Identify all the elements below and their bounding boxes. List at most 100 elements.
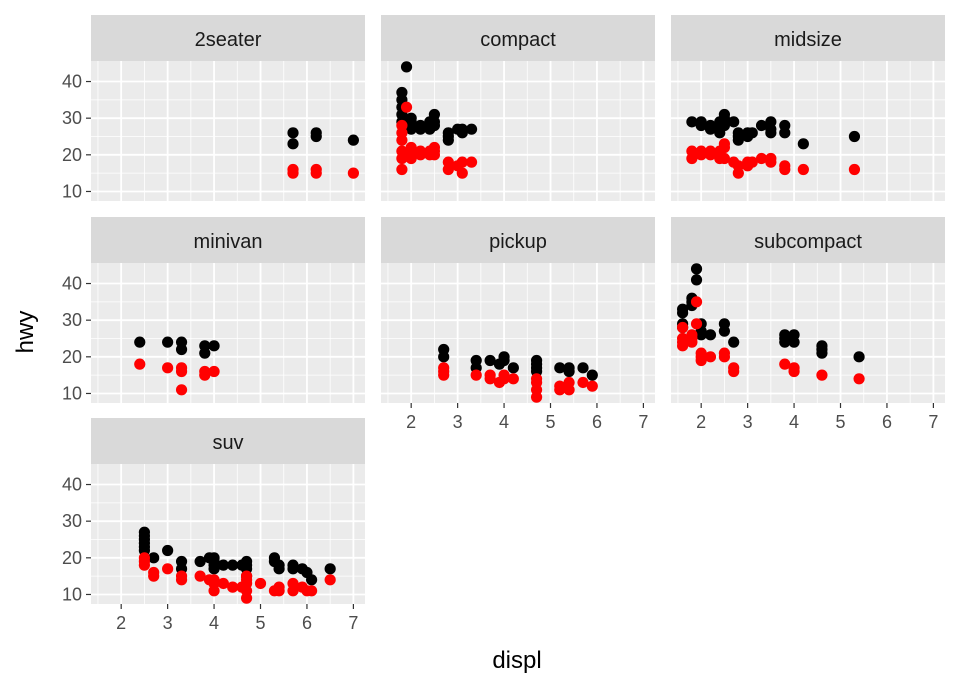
x-tick-label: 3 xyxy=(163,613,173,633)
y-tick-label: 40 xyxy=(62,274,82,294)
data-point-black xyxy=(718,325,731,337)
data-point-black xyxy=(162,544,174,557)
y-tick-label: 10 xyxy=(62,181,82,201)
data-point-red xyxy=(194,570,206,582)
facet-panel-midsize: midsize xyxy=(671,15,945,201)
data-point-black xyxy=(563,365,575,378)
data-point-red xyxy=(554,380,566,392)
data-point-red xyxy=(162,362,174,374)
data-point-red xyxy=(175,384,188,396)
data-point-black xyxy=(347,134,359,146)
data-point-black xyxy=(465,123,478,135)
data-point-red xyxy=(755,152,768,165)
facet-panel-subcompact: subcompact 2 3 4 5 6 7 xyxy=(671,217,945,432)
data-point-red xyxy=(530,391,543,403)
data-point-black xyxy=(134,336,146,348)
x-tick-label: 2 xyxy=(116,613,126,633)
data-point-red xyxy=(162,563,174,575)
x-tick-label: 5 xyxy=(546,412,556,432)
data-point-red xyxy=(498,373,510,385)
data-point-red xyxy=(788,365,800,378)
facet-panel-2seater: 2seater 10 20 30 40 xyxy=(62,15,365,201)
x-tick-label: 5 xyxy=(836,412,846,432)
facet-strip xyxy=(671,217,945,263)
data-point-red xyxy=(305,585,318,597)
data-point-black xyxy=(199,347,211,359)
data-point-black xyxy=(208,340,220,352)
facet-strip-label: subcompact xyxy=(754,231,862,253)
data-point-red xyxy=(438,369,450,381)
data-point-red xyxy=(400,101,413,113)
data-point-red xyxy=(199,369,211,381)
data-point-black xyxy=(554,362,566,374)
data-point-black xyxy=(677,307,689,319)
x-tick-label: 2 xyxy=(696,412,706,432)
y-tick-label: 40 xyxy=(62,72,82,92)
data-point-black xyxy=(577,362,589,374)
y-tick-label: 30 xyxy=(62,511,82,531)
data-point-red xyxy=(175,365,188,378)
x-tick-label: 4 xyxy=(789,412,799,432)
data-point-black xyxy=(456,127,468,139)
data-point-red xyxy=(470,369,482,381)
data-point-red xyxy=(405,152,417,165)
data-point-red xyxy=(456,156,468,168)
data-point-black xyxy=(148,552,160,564)
data-point-red xyxy=(347,167,359,179)
facet-strip xyxy=(381,217,655,263)
data-point-black xyxy=(695,329,707,341)
data-point-black xyxy=(287,563,299,575)
data-point-black xyxy=(310,130,322,143)
data-point-black xyxy=(586,369,598,381)
y-tick-label: 20 xyxy=(62,548,82,568)
y-tick-label: 20 xyxy=(62,347,82,367)
facet-strip xyxy=(91,15,365,61)
data-point-red xyxy=(677,340,689,352)
data-point-black xyxy=(428,119,441,132)
data-point-red xyxy=(718,141,731,154)
data-point-red xyxy=(853,373,865,385)
data-point-red xyxy=(695,354,707,367)
data-point-red xyxy=(686,336,698,348)
data-point-black xyxy=(755,119,768,132)
y-tick-label: 10 xyxy=(62,584,82,604)
data-point-red xyxy=(690,318,703,330)
x-tick-label: 6 xyxy=(592,412,602,432)
data-point-black xyxy=(797,138,809,150)
data-point-red xyxy=(414,149,427,161)
data-point-black xyxy=(695,119,707,132)
x-tick-label: 3 xyxy=(743,412,753,432)
data-point-red xyxy=(686,152,698,165)
data-point-red xyxy=(273,585,285,597)
data-point-black xyxy=(718,119,731,132)
data-point-black xyxy=(853,351,865,363)
data-point-black xyxy=(779,127,791,139)
data-point-red xyxy=(765,156,777,168)
data-point-black xyxy=(217,559,229,571)
data-point-red xyxy=(287,585,299,597)
data-point-black xyxy=(273,563,285,575)
x-tick-label: 5 xyxy=(256,613,266,633)
data-point-red xyxy=(396,152,408,165)
x-tick-label: 3 xyxy=(453,412,463,432)
data-point-red xyxy=(465,156,478,168)
data-point-black xyxy=(438,351,450,363)
data-point-black xyxy=(686,116,698,128)
data-point-red xyxy=(677,321,689,334)
facet-strip xyxy=(91,418,365,464)
data-point-red xyxy=(848,163,861,176)
y-tick-label: 30 xyxy=(62,108,82,128)
x-tick-label: 7 xyxy=(638,412,648,432)
x-axis-title: displ xyxy=(492,647,541,674)
data-point-black xyxy=(728,116,740,128)
data-point-black xyxy=(405,123,417,135)
data-point-black xyxy=(305,574,318,586)
data-point-red xyxy=(310,167,322,179)
data-point-black xyxy=(484,354,496,367)
data-point-black xyxy=(690,274,703,286)
data-point-black xyxy=(175,343,188,356)
facet-strip-label: compact xyxy=(480,29,556,51)
data-point-red xyxy=(254,577,267,590)
x-tick-label: 6 xyxy=(882,412,892,432)
data-point-red xyxy=(442,163,454,176)
